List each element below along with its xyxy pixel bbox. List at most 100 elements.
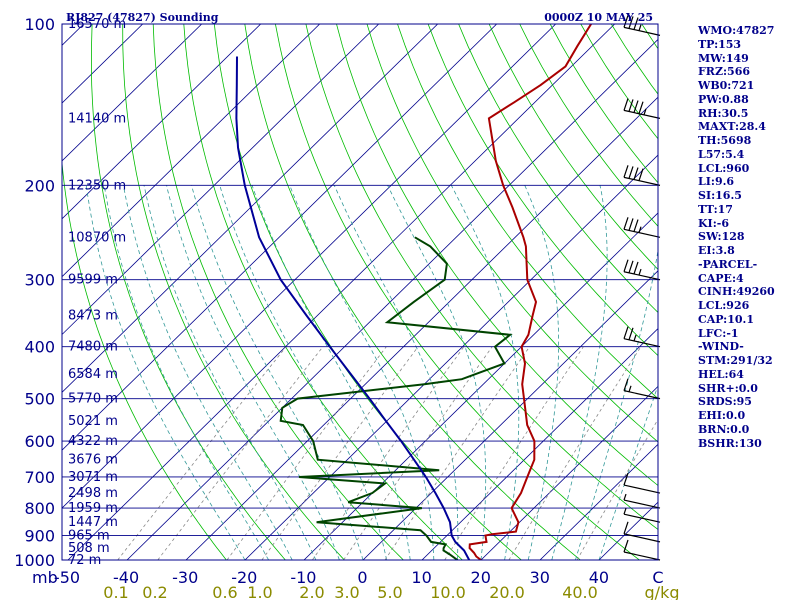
index-item: TH:5698 [698, 134, 752, 147]
wind-barb-half-flag [633, 334, 637, 342]
isotherm [244, 154, 658, 560]
wind-barb-flag [633, 219, 639, 232]
height-label: 72 m [68, 553, 101, 568]
wind-barb [623, 165, 661, 186]
dry-adiabat [305, 24, 658, 531]
chart-title: RJ827 (47827) Sounding [66, 11, 219, 24]
moist-adiabat [551, 185, 608, 560]
dry-adiabat [336, 24, 658, 487]
wind-barb-staff [623, 271, 661, 281]
mixing-ratio-line [576, 418, 658, 560]
dry-adiabat [122, 24, 345, 560]
wind-barb [623, 98, 661, 119]
wind-barb-staff [623, 338, 661, 348]
dry-adiabat [458, 24, 658, 314]
index-item: -WIND- [698, 340, 744, 354]
wind-barb-flag [623, 217, 629, 230]
dry-adiabat [152, 24, 404, 560]
pressure-label: 100 [24, 15, 55, 34]
height-label: 3676 m [68, 453, 118, 468]
index-item: LCL:926 [698, 299, 750, 312]
isotherm [62, 24, 320, 278]
isotherm [62, 24, 379, 336]
mixing-ratio-label: 10.0 [430, 583, 466, 600]
index-item: RH:30.5 [698, 106, 749, 120]
wind-barb [623, 493, 661, 509]
moist-adiabat [191, 185, 364, 560]
index-item: MW:149 [698, 51, 749, 65]
isotherm [62, 24, 438, 393]
dewpoint-line [279, 236, 513, 560]
pressure-label: 500 [24, 390, 55, 409]
grid-layer [0, 24, 658, 560]
wind-barb-flag [633, 167, 639, 180]
dry-adiabat [397, 24, 658, 400]
index-item: WB0:721 [698, 79, 755, 92]
wind-barb-flag [623, 165, 629, 178]
height-label: 16570 m [68, 17, 126, 32]
wind-barb-staff [623, 390, 661, 400]
mixing-ratio-label: 0.2 [142, 583, 167, 600]
isotherm [0, 24, 25, 560]
wind-barb-flag [633, 261, 639, 275]
temperature-tick-label: 30 [530, 568, 550, 587]
index-item: SI:16.5 [698, 189, 742, 202]
index-item: BRN:0.0 [698, 422, 750, 436]
wind-barb-flag [623, 326, 629, 339]
wind-barb-flag [623, 378, 629, 391]
wind-barb-half-flag [623, 493, 627, 501]
dry-adiabat [366, 24, 658, 443]
isotherm [303, 212, 658, 560]
pressure-unit-label: mb [32, 568, 58, 587]
dry-adiabat [488, 24, 658, 270]
mixing-ratio-label: 3.0 [334, 583, 359, 600]
height-label: 12350 m [68, 178, 126, 193]
pressure-label: 200 [24, 176, 55, 195]
moist-adiabat [85, 185, 246, 560]
height-label: 14140 m [68, 111, 126, 126]
wind-barb [623, 507, 661, 523]
index-item: SW:128 [698, 230, 745, 244]
index-item: TP:153 [698, 37, 742, 51]
height-label: 7480 m [68, 340, 118, 355]
temperature-tick-label: -20 [231, 568, 257, 587]
index-item: CAP:10.1 [698, 312, 755, 326]
wind-barb [623, 326, 661, 348]
wind-barb-flag [623, 259, 629, 272]
height-label: 8473 m [68, 309, 118, 324]
height-label: 5770 m [68, 392, 118, 407]
height-label: 5021 m [68, 414, 118, 429]
temperature-tick-label: C [652, 568, 663, 587]
mixing-ratio-label: 5.0 [377, 583, 402, 600]
wind-barb [623, 259, 661, 281]
moist-adiabat [387, 185, 487, 560]
mixing-ratio-line [384, 346, 530, 560]
wind-barb-flag [628, 218, 634, 231]
dry-adiabat [183, 24, 463, 560]
dry-adiabat [90, 24, 286, 560]
index-item: SHR+:0.0 [698, 381, 758, 395]
wind-barb-flag [628, 260, 634, 274]
index-item: LCL:960 [698, 161, 750, 175]
height-label: 965 m [68, 528, 110, 543]
mixing-ratio-label: 0.1 [103, 583, 128, 600]
index-item: CAPE:4 [698, 271, 744, 285]
mixing-ratio-label: 2.0 [299, 583, 324, 600]
height-label: 1447 m [68, 515, 118, 530]
mixing-ratio-label: 1.0 [247, 583, 272, 600]
moist-adiabat [103, 185, 269, 560]
wind-barb-half-flag [638, 268, 642, 276]
mixing-ratio-label: g/kg [645, 583, 680, 600]
wind-barb-flag [628, 99, 634, 112]
wind-barb-staff [623, 484, 661, 494]
wind-barb [623, 472, 661, 494]
index-item: HEL:64 [698, 367, 744, 381]
wind-barb [623, 521, 661, 543]
height-label: 508 m [68, 541, 110, 556]
wind-barb-staff [623, 513, 661, 523]
moist-adiabat [143, 185, 317, 560]
wind-barb-layer [623, 15, 661, 561]
isotherm [480, 385, 658, 560]
pressure-label: 600 [24, 432, 55, 451]
